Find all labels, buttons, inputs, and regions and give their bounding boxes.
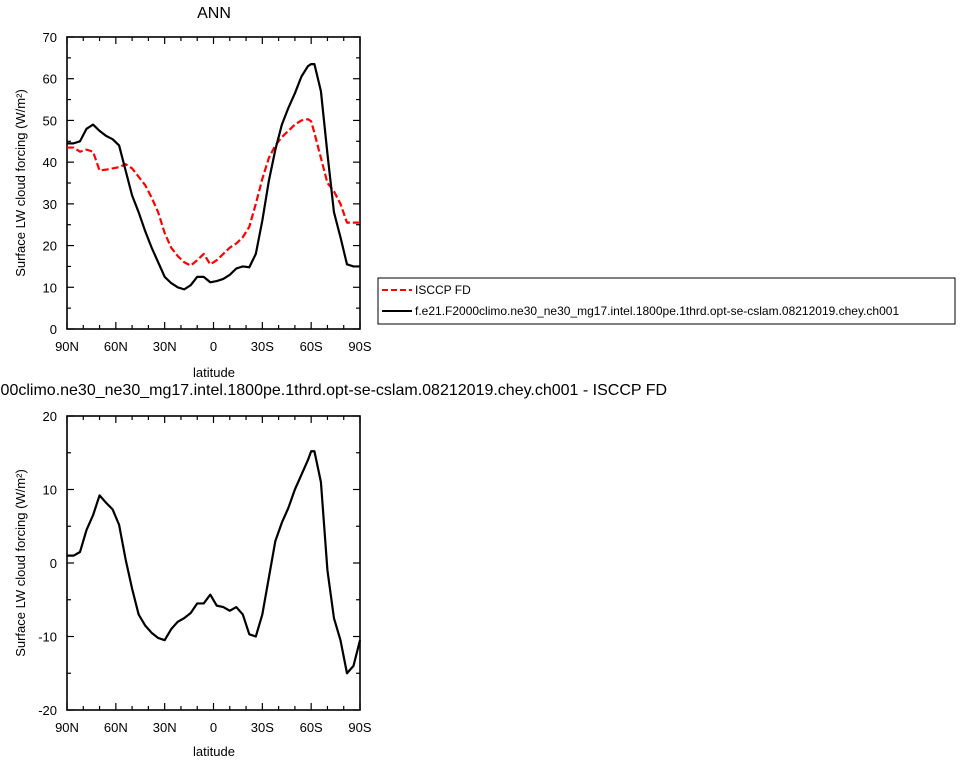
x-tick-label: 60S (300, 339, 323, 354)
legend-box (377, 277, 956, 325)
x-tick-label: 90S (348, 339, 371, 354)
y-tick-label: 10 (43, 483, 57, 498)
x-tick-label: 90S (348, 720, 371, 735)
y-tick-label: 70 (43, 30, 57, 45)
x-axis-label: latitude (193, 365, 235, 380)
panel-title: ANN (197, 5, 231, 22)
y-axis-label: Surface LW cloud forcing (W/m²) (13, 89, 28, 277)
x-tick-label: 60N (104, 720, 128, 735)
x-tick-label: 30S (251, 720, 274, 735)
panel-annual-mean: ANN 0 10 20 30 40 50 60 70 90N 60N 30N 0 30S 60S 90S l… (13, 5, 372, 380)
x-tick-label: 90N (55, 339, 79, 354)
x-tick-label: 0 (210, 720, 217, 735)
y-tick-label: 60 (43, 72, 57, 87)
y-tick-label: 20 (43, 409, 57, 424)
x-tick-label: 90N (55, 720, 79, 735)
x-tick-label: 30N (153, 339, 177, 354)
x-tick-label: 60S (300, 720, 323, 735)
x-tick-label: 30N (153, 720, 177, 735)
y-tick-label: 30 (43, 197, 57, 212)
y-tick-label: 10 (43, 280, 57, 295)
x-tick-label: 30S (251, 339, 274, 354)
legend-entry-model: f.e21.F2000climo.ne30_ne30_mg17.intel.18… (415, 304, 899, 318)
plot-frame (66, 36, 361, 330)
panel-difference: f.e21.F2000climo.ne30_ne30_mg17.intel.18… (0, 382, 667, 759)
series-line-0 (67, 118, 360, 267)
y-tick-label: 50 (43, 113, 57, 128)
x-tick-label: 0 (210, 339, 217, 354)
series-line-1 (67, 63, 360, 291)
y-tick-label: -20 (38, 703, 57, 718)
y-tick-label: -10 (38, 630, 57, 645)
y-tick-label: 0 (50, 322, 57, 337)
y-tick-label: 0 (50, 556, 57, 571)
y-axis-label: Surface LW cloud forcing (W/m²) (13, 469, 28, 657)
panel-title: f.e21.F2000climo.ne30_ne30_mg17.intel.18… (0, 382, 667, 399)
x-axis-label: latitude (193, 744, 235, 759)
x-tick-label: 60N (104, 339, 128, 354)
series-line-0 (67, 450, 362, 675)
y-tick-label: 20 (43, 239, 57, 254)
y-tick-label: 40 (43, 155, 57, 170)
legend-entry-isccp: ISCCP FD (415, 283, 471, 297)
legend: ISCCP FD f.e21.F2000climo.ne30_ne30_mg17… (377, 277, 956, 325)
